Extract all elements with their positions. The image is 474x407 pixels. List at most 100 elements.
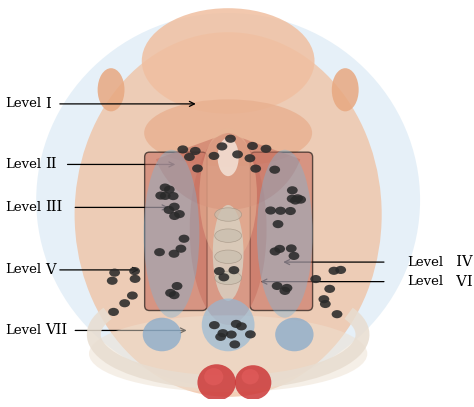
Ellipse shape (275, 318, 314, 351)
Ellipse shape (213, 205, 244, 301)
Ellipse shape (164, 206, 174, 214)
Text: I: I (46, 97, 51, 111)
Ellipse shape (214, 267, 225, 275)
Ellipse shape (335, 266, 346, 274)
Ellipse shape (160, 192, 171, 200)
Ellipse shape (155, 191, 166, 200)
Ellipse shape (236, 322, 247, 330)
Ellipse shape (310, 275, 321, 283)
Ellipse shape (320, 300, 331, 308)
Ellipse shape (217, 142, 228, 151)
Ellipse shape (245, 330, 256, 339)
Ellipse shape (245, 154, 255, 162)
Ellipse shape (144, 99, 312, 166)
Wedge shape (156, 133, 301, 210)
Ellipse shape (324, 285, 335, 293)
Ellipse shape (172, 282, 182, 290)
Ellipse shape (190, 147, 201, 155)
Ellipse shape (270, 247, 281, 256)
Ellipse shape (274, 245, 285, 253)
Ellipse shape (164, 186, 175, 194)
FancyBboxPatch shape (145, 152, 207, 311)
Ellipse shape (129, 267, 140, 275)
Ellipse shape (169, 249, 180, 258)
Text: V: V (46, 263, 56, 277)
Ellipse shape (215, 208, 242, 221)
Ellipse shape (177, 145, 188, 153)
Ellipse shape (190, 133, 266, 325)
Ellipse shape (175, 245, 186, 253)
Ellipse shape (215, 271, 242, 284)
Ellipse shape (285, 207, 296, 215)
Ellipse shape (257, 150, 312, 318)
Ellipse shape (200, 128, 257, 263)
Ellipse shape (209, 321, 220, 329)
Ellipse shape (319, 295, 329, 303)
Ellipse shape (261, 145, 272, 153)
Ellipse shape (89, 315, 367, 392)
Ellipse shape (108, 308, 119, 316)
Ellipse shape (332, 310, 342, 318)
Ellipse shape (242, 369, 259, 384)
Ellipse shape (179, 235, 190, 243)
Ellipse shape (280, 287, 290, 295)
Ellipse shape (229, 340, 240, 348)
Ellipse shape (250, 164, 261, 173)
Ellipse shape (289, 252, 300, 260)
Ellipse shape (226, 330, 237, 339)
Ellipse shape (143, 318, 181, 351)
Ellipse shape (215, 229, 242, 242)
Ellipse shape (160, 184, 171, 192)
Text: Level: Level (5, 263, 41, 276)
Ellipse shape (109, 269, 120, 277)
Ellipse shape (165, 289, 176, 297)
Ellipse shape (107, 277, 118, 285)
Ellipse shape (215, 333, 226, 341)
Ellipse shape (218, 329, 228, 337)
Ellipse shape (204, 368, 223, 385)
Ellipse shape (127, 291, 138, 300)
Ellipse shape (209, 152, 219, 160)
Ellipse shape (287, 195, 298, 203)
Ellipse shape (272, 282, 283, 290)
Text: VI: VI (447, 275, 473, 289)
Ellipse shape (265, 206, 276, 214)
Ellipse shape (119, 299, 130, 307)
Ellipse shape (231, 320, 242, 328)
Ellipse shape (169, 203, 180, 211)
Text: Level: Level (5, 97, 41, 110)
Text: II: II (46, 158, 57, 171)
Ellipse shape (290, 197, 301, 205)
Ellipse shape (275, 207, 286, 215)
Ellipse shape (36, 13, 420, 387)
Ellipse shape (202, 298, 255, 351)
Text: Level: Level (407, 275, 443, 288)
Ellipse shape (295, 195, 306, 204)
Text: Level: Level (407, 256, 443, 269)
FancyBboxPatch shape (250, 152, 312, 311)
Ellipse shape (269, 166, 280, 174)
Ellipse shape (169, 212, 180, 220)
Ellipse shape (328, 267, 339, 275)
Text: III: III (46, 200, 63, 214)
Ellipse shape (235, 365, 271, 400)
Ellipse shape (174, 210, 185, 218)
Ellipse shape (273, 220, 283, 228)
Ellipse shape (130, 275, 140, 283)
Ellipse shape (74, 32, 382, 397)
Ellipse shape (286, 244, 297, 252)
Ellipse shape (287, 186, 298, 195)
Text: Level: Level (5, 201, 41, 214)
Ellipse shape (332, 68, 359, 112)
Ellipse shape (232, 150, 243, 158)
Ellipse shape (225, 135, 236, 143)
Text: Level: Level (5, 324, 41, 337)
Ellipse shape (292, 194, 303, 202)
Ellipse shape (169, 291, 180, 299)
Ellipse shape (142, 8, 315, 114)
Ellipse shape (154, 248, 165, 256)
Ellipse shape (215, 250, 242, 263)
Ellipse shape (98, 68, 125, 112)
Ellipse shape (184, 153, 195, 161)
Text: VII: VII (46, 324, 68, 337)
